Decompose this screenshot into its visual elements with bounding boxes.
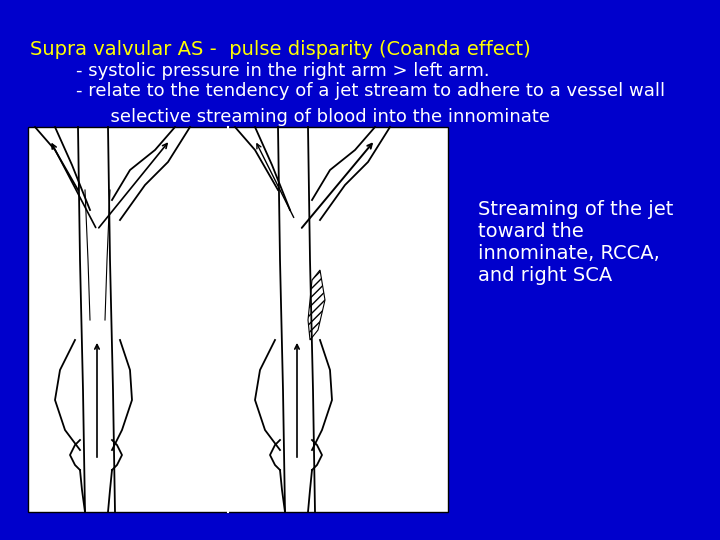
Text: - systolic pressure in the right arm > left arm.: - systolic pressure in the right arm > l… bbox=[30, 62, 490, 80]
Text: selective streaming of blood into the innominate: selective streaming of blood into the in… bbox=[30, 108, 550, 126]
Text: Supra valvular AS -  pulse disparity (Coanda effect): Supra valvular AS - pulse disparity (Coa… bbox=[30, 40, 531, 59]
Bar bbox=[28, 127, 448, 512]
Text: Streaming of the jet
toward the
innominate, RCCA,
and right SCA: Streaming of the jet toward the innomina… bbox=[478, 200, 673, 285]
Polygon shape bbox=[308, 270, 325, 340]
Text: - relate to the tendency of a jet stream to adhere to a vessel wall: - relate to the tendency of a jet stream… bbox=[30, 82, 665, 100]
